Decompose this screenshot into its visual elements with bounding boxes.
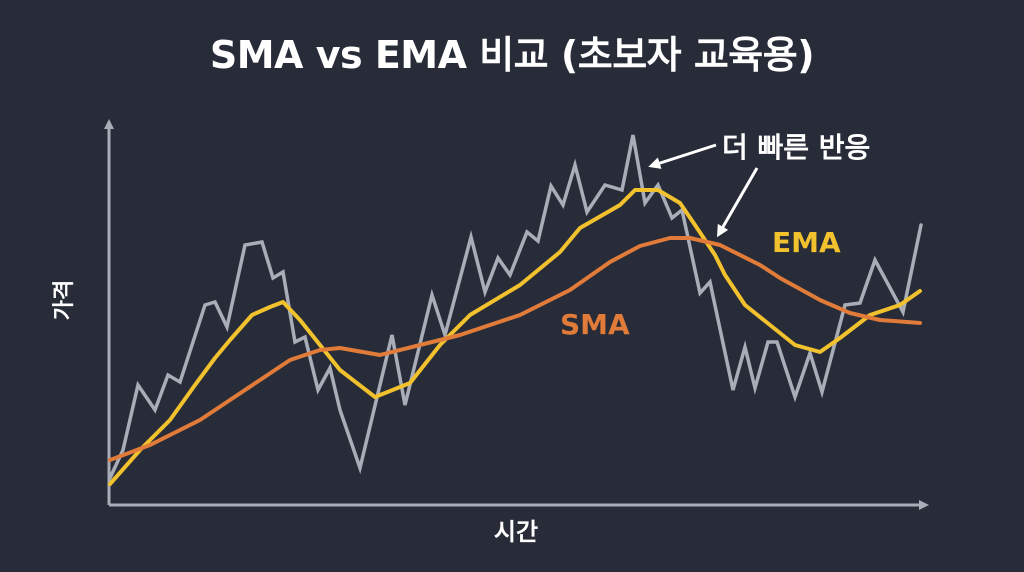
- y-axis-label: 가격: [52, 279, 77, 321]
- series-line-sma: [108, 236, 922, 462]
- axes: [104, 119, 929, 510]
- legend-ema-label: EMA: [772, 226, 841, 259]
- chart-title: SMA vs EMA 비교 (초보자 교육용): [209, 33, 815, 77]
- series-line-ema: [108, 188, 922, 486]
- annotation-faster-response: 더 빠른 반응: [722, 131, 871, 164]
- series-lines: [108, 134, 923, 486]
- annotation-arrows: [648, 143, 759, 238]
- series-line-price: [108, 134, 923, 480]
- x-axis-label: 시간: [493, 518, 539, 546]
- annotation-arrow-icon: [716, 167, 759, 238]
- annotation-arrow-icon: [648, 143, 717, 169]
- legend-sma-label: SMA: [560, 308, 630, 341]
